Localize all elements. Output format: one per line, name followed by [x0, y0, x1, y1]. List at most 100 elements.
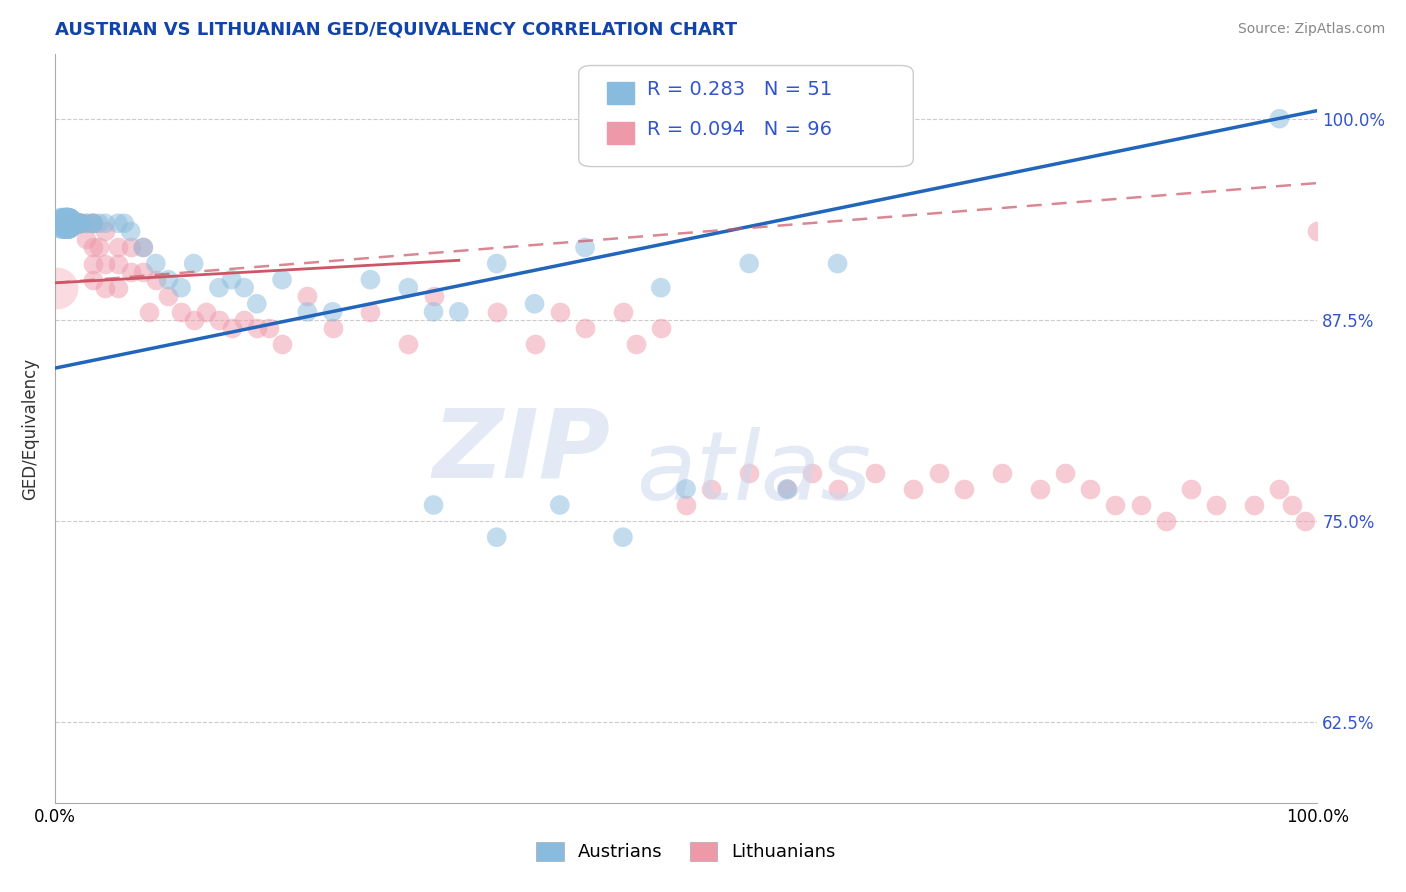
Point: [1180, 482, 1202, 496]
Point: [56, 216, 79, 230]
Point: [94, 281, 117, 295]
Point: [56, 216, 79, 230]
Point: [1268, 112, 1291, 126]
Point: [157, 289, 180, 303]
Point: [132, 240, 155, 254]
Point: [112, 216, 135, 230]
Point: [82, 256, 104, 270]
Point: [56, 216, 79, 230]
Point: [612, 530, 634, 544]
FancyBboxPatch shape: [606, 121, 634, 145]
Point: [170, 281, 193, 295]
Point: [271, 337, 294, 351]
Y-axis label: GED/Equivalency: GED/Equivalency: [21, 358, 39, 500]
Point: [56, 216, 79, 230]
Point: [233, 281, 256, 295]
Point: [990, 466, 1012, 480]
Point: [1129, 498, 1152, 512]
Point: [120, 240, 142, 254]
Point: [485, 530, 508, 544]
Point: [1053, 466, 1076, 480]
Point: [612, 305, 634, 319]
Point: [359, 305, 381, 319]
Point: [69, 216, 91, 230]
Point: [94, 216, 117, 230]
Point: [56, 216, 79, 230]
Point: [246, 321, 269, 335]
Point: [62, 216, 84, 230]
Point: [55, 216, 77, 230]
Point: [322, 321, 344, 335]
Point: [865, 466, 887, 480]
Point: [422, 289, 444, 303]
Point: [60, 216, 83, 230]
Point: [56, 216, 79, 230]
Point: [827, 482, 849, 496]
Point: [359, 272, 381, 286]
Point: [52, 216, 75, 230]
Point: [138, 305, 160, 319]
Point: [208, 281, 231, 295]
Point: [107, 281, 129, 295]
Point: [75, 232, 97, 246]
Point: [75, 216, 97, 230]
Point: [48, 216, 70, 230]
Point: [62, 216, 84, 230]
Point: [82, 272, 104, 286]
FancyBboxPatch shape: [579, 65, 914, 167]
Point: [1154, 514, 1177, 528]
Point: [650, 281, 672, 295]
Point: [776, 482, 799, 496]
FancyBboxPatch shape: [606, 82, 634, 104]
Point: [56, 216, 79, 230]
Point: [82, 240, 104, 254]
Point: [297, 289, 319, 303]
Point: [259, 321, 281, 335]
Text: AUSTRIAN VS LITHUANIAN GED/EQUIVALENCY CORRELATION CHART: AUSTRIAN VS LITHUANIAN GED/EQUIVALENCY C…: [55, 21, 737, 39]
Point: [87, 240, 110, 254]
Point: [62, 216, 84, 230]
Point: [183, 256, 205, 270]
Point: [246, 297, 269, 311]
Point: [46, 281, 69, 295]
Point: [120, 224, 142, 238]
Point: [56, 216, 79, 230]
Point: [1268, 482, 1291, 496]
Point: [322, 305, 344, 319]
Point: [132, 264, 155, 278]
Point: [49, 216, 72, 230]
Point: [53, 216, 76, 230]
Point: [107, 240, 129, 254]
Text: ZIP: ZIP: [433, 404, 610, 498]
Point: [396, 337, 419, 351]
Point: [66, 216, 89, 230]
Point: [53, 216, 76, 230]
Point: [827, 256, 849, 270]
Point: [1028, 482, 1050, 496]
Point: [675, 498, 697, 512]
Point: [69, 216, 91, 230]
Point: [157, 272, 180, 286]
Point: [233, 313, 256, 327]
Point: [297, 305, 319, 319]
Point: [69, 216, 91, 230]
Legend: Austrians, Lithuanians: Austrians, Lithuanians: [529, 835, 842, 869]
Point: [952, 482, 974, 496]
Point: [82, 216, 104, 230]
Point: [56, 216, 79, 230]
Point: [523, 337, 546, 351]
Point: [208, 313, 231, 327]
Point: [94, 224, 117, 238]
Point: [82, 216, 104, 230]
Point: [1104, 498, 1126, 512]
Point: [56, 216, 79, 230]
Point: [107, 256, 129, 270]
Point: [738, 466, 761, 480]
Point: [447, 305, 470, 319]
Point: [1306, 224, 1329, 238]
Point: [422, 305, 444, 319]
Point: [624, 337, 647, 351]
Point: [1294, 514, 1316, 528]
Point: [87, 216, 110, 230]
Point: [66, 216, 89, 230]
